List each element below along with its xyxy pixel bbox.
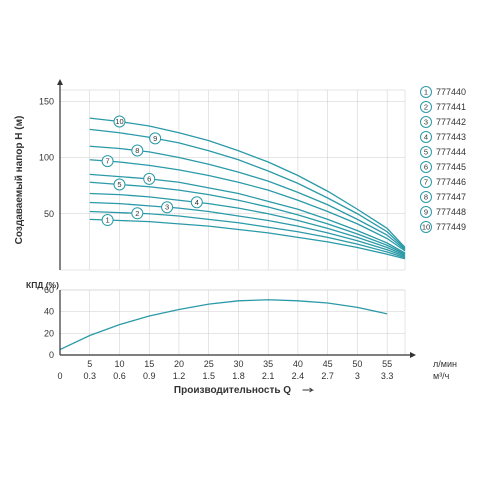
curve-label-num-3: 3 bbox=[165, 203, 169, 212]
xtick-lmin: 45 bbox=[323, 359, 333, 369]
head-ytick: 50 bbox=[44, 209, 54, 219]
head-ytick: 150 bbox=[39, 96, 54, 106]
curve-label-num-1: 1 bbox=[106, 216, 110, 225]
xtick-lmin: 30 bbox=[233, 359, 243, 369]
head-ylabel: Создаваемый напор Н (м) bbox=[14, 116, 25, 245]
xtick-m3h: 1.8 bbox=[232, 371, 245, 381]
xtick-lmin: 10 bbox=[114, 359, 124, 369]
xtick-m3h: 2.4 bbox=[292, 371, 305, 381]
eff-ytick: 40 bbox=[44, 307, 54, 317]
legend-num-9: 9 bbox=[424, 208, 428, 217]
eff-ytick: 0 bbox=[49, 350, 54, 360]
head-curve-1 bbox=[90, 219, 405, 258]
legend-num-10: 10 bbox=[422, 223, 430, 232]
curve-label-num-5: 5 bbox=[117, 180, 121, 189]
eff-ylabel: КПД (%) bbox=[26, 280, 59, 290]
curve-label-num-6: 6 bbox=[147, 174, 151, 183]
legend-label-6: 777445 bbox=[436, 162, 466, 172]
eff-curve bbox=[60, 300, 387, 350]
legend-num-4: 4 bbox=[424, 133, 428, 142]
legend-label-8: 777447 bbox=[436, 192, 466, 202]
unit-lmin: л/мин bbox=[433, 359, 457, 369]
xtick-m3h: 0.6 bbox=[113, 371, 126, 381]
xtick-m3h: 2.1 bbox=[262, 371, 275, 381]
legend-label-5: 777444 bbox=[436, 147, 466, 157]
legend-num-3: 3 bbox=[424, 118, 428, 127]
legend-label-7: 777446 bbox=[436, 177, 466, 187]
xtick-m3h: 1.5 bbox=[202, 371, 215, 381]
xtick-lmin: 40 bbox=[293, 359, 303, 369]
xtick-m3h: 0.3 bbox=[83, 371, 96, 381]
legend-label-3: 777442 bbox=[436, 117, 466, 127]
unit-m3h: м³/ч bbox=[433, 371, 450, 381]
x-label: Производительность Q bbox=[174, 385, 291, 396]
xtick-m3h: 0.9 bbox=[143, 371, 156, 381]
xtick-lmin: 35 bbox=[263, 359, 273, 369]
xtick-lmin: 15 bbox=[144, 359, 154, 369]
eff-frame bbox=[60, 290, 405, 355]
xtick-m3h: 3.3 bbox=[381, 371, 394, 381]
xtick-lmin: 20 bbox=[174, 359, 184, 369]
legend-num-2: 2 bbox=[424, 103, 428, 112]
legend-label-9: 777448 bbox=[436, 207, 466, 217]
curve-label-num-7: 7 bbox=[106, 157, 110, 166]
xtick-m3h: 3 bbox=[355, 371, 360, 381]
legend-num-1: 1 bbox=[424, 88, 428, 97]
xtick-lmin: 25 bbox=[204, 359, 214, 369]
eff-ytick: 20 bbox=[44, 328, 54, 338]
legend-num-5: 5 bbox=[424, 148, 428, 157]
curve-label-num-9: 9 bbox=[153, 134, 157, 143]
x-label-arrow bbox=[303, 388, 313, 392]
xtick-lmin: 50 bbox=[352, 359, 362, 369]
head-curve-10 bbox=[90, 118, 405, 247]
legend-label-1: 777440 bbox=[436, 87, 466, 97]
xtick-m3h: 1.2 bbox=[173, 371, 186, 381]
legend-label-4: 777443 bbox=[436, 132, 466, 142]
curve-label-num-2: 2 bbox=[135, 209, 139, 218]
curve-label-num-8: 8 bbox=[135, 146, 139, 155]
xtick-lmin: 5 bbox=[87, 359, 92, 369]
legend-num-6: 6 bbox=[424, 163, 428, 172]
pump-chart-svg: 5010015012345678910020406051015202530354… bbox=[0, 0, 500, 500]
chart-container: 5010015012345678910020406051015202530354… bbox=[0, 0, 500, 500]
legend-num-8: 8 bbox=[424, 193, 428, 202]
curve-label-num-4: 4 bbox=[195, 198, 199, 207]
xtick-lmin: 55 bbox=[382, 359, 392, 369]
legend-num-7: 7 bbox=[424, 178, 428, 187]
legend-label-10: 777449 bbox=[436, 222, 466, 232]
legend-label-2: 777441 bbox=[436, 102, 466, 112]
curve-label-num-10: 10 bbox=[115, 117, 123, 126]
xtick-m3h: 2.7 bbox=[321, 371, 334, 381]
xtick-m3h: 0 bbox=[57, 371, 62, 381]
head-ytick: 100 bbox=[39, 153, 54, 163]
